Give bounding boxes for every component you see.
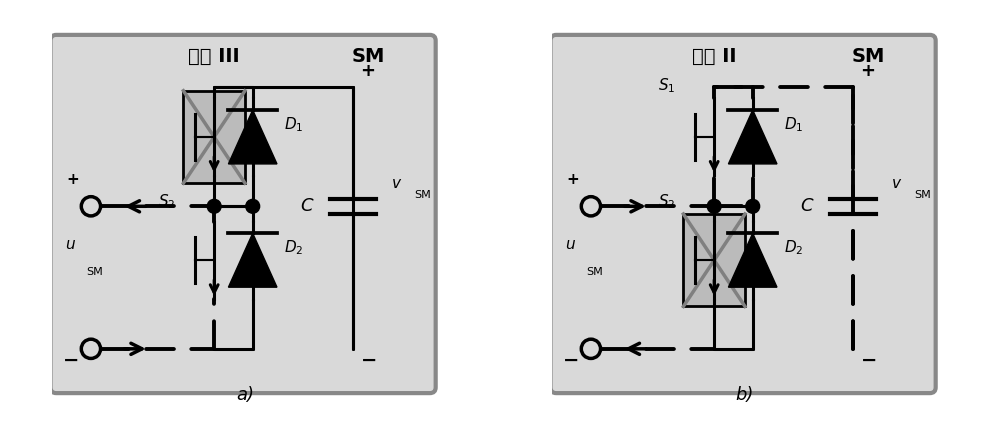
Polygon shape — [728, 233, 777, 287]
Text: SM: SM — [586, 267, 603, 277]
Bar — [183, 91, 245, 183]
Text: $S_1$: $S_1$ — [658, 77, 676, 95]
Text: $D_2$: $D_2$ — [284, 238, 303, 257]
Text: 模式 III: 模式 III — [188, 47, 240, 65]
Text: SM: SM — [414, 190, 431, 200]
Text: C: C — [800, 197, 813, 215]
Text: SM: SM — [914, 190, 931, 200]
Text: $D_1$: $D_1$ — [784, 115, 803, 134]
FancyBboxPatch shape — [50, 35, 436, 393]
Text: $u$: $u$ — [565, 237, 576, 253]
Polygon shape — [228, 233, 277, 287]
Text: −: − — [361, 351, 377, 370]
Text: 模式 II: 模式 II — [692, 47, 736, 65]
Text: −: − — [63, 351, 79, 370]
Circle shape — [746, 199, 760, 213]
Text: $D_2$: $D_2$ — [784, 238, 803, 257]
Text: −: − — [563, 351, 579, 370]
Text: $v$: $v$ — [391, 175, 403, 191]
Text: b): b) — [736, 386, 754, 404]
Text: +: + — [361, 62, 376, 80]
Circle shape — [707, 199, 721, 213]
Text: $S_2$: $S_2$ — [158, 192, 176, 211]
FancyBboxPatch shape — [550, 35, 936, 393]
Bar — [683, 214, 745, 306]
Circle shape — [207, 199, 221, 213]
Text: SM: SM — [852, 47, 885, 65]
Text: +: + — [567, 172, 579, 187]
Polygon shape — [728, 110, 777, 164]
Text: $u$: $u$ — [65, 237, 76, 253]
Text: +: + — [67, 172, 79, 187]
Polygon shape — [228, 110, 277, 164]
Text: +: + — [861, 62, 876, 80]
Text: $v$: $v$ — [891, 175, 903, 191]
Text: SM: SM — [86, 267, 103, 277]
Text: C: C — [300, 197, 313, 215]
Text: SM: SM — [352, 47, 385, 65]
Circle shape — [246, 199, 260, 213]
Text: $D_1$: $D_1$ — [284, 115, 303, 134]
Text: −: − — [861, 351, 877, 370]
Text: a): a) — [236, 386, 254, 404]
Text: $S_2$: $S_2$ — [658, 192, 676, 211]
